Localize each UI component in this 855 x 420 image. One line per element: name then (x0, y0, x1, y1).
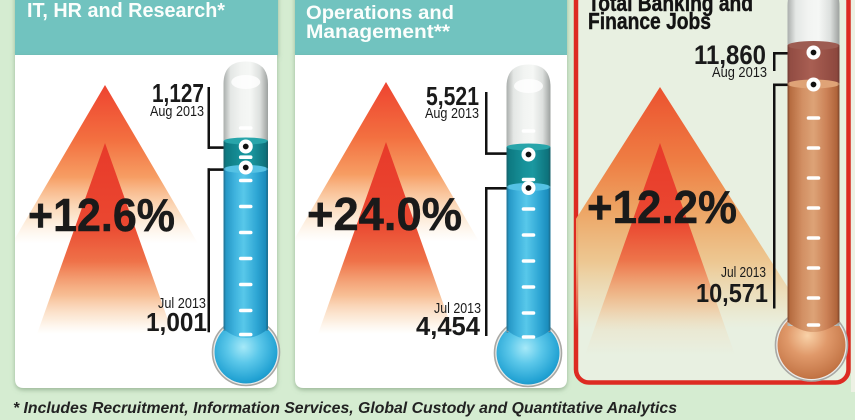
svg-text:1,127: 1,127 (152, 78, 204, 108)
svg-text:Management**: Management** (306, 21, 450, 43)
svg-text:Jul 2013: Jul 2013 (434, 300, 481, 317)
svg-text:* Includes Recruitment, Inform: * Includes Recruitment, Information Serv… (13, 400, 677, 417)
svg-text:+24.0%: +24.0% (307, 188, 462, 240)
svg-text:Operations and: Operations and (306, 2, 454, 24)
svg-text:Total Banking and: Total Banking and (588, 0, 753, 16)
svg-text:Jul 2013: Jul 2013 (721, 264, 766, 281)
svg-text:Aug 2013: Aug 2013 (150, 103, 204, 120)
svg-text:Finance Jobs: Finance Jobs (588, 8, 711, 34)
svg-text:5,521: 5,521 (426, 81, 479, 111)
svg-text:+12.6%: +12.6% (28, 189, 175, 241)
svg-text:10,571: 10,571 (696, 278, 768, 308)
svg-text:+12.2%: +12.2% (587, 181, 737, 233)
svg-text:IT, HR and Research*: IT, HR and Research* (27, 0, 225, 22)
svg-text:Aug 2013: Aug 2013 (712, 64, 767, 81)
svg-text:11,860: 11,860 (694, 40, 766, 70)
svg-text:1,001: 1,001 (146, 307, 207, 337)
svg-text:4,454: 4,454 (416, 311, 481, 341)
svg-text:Jul 2013: Jul 2013 (158, 295, 206, 312)
svg-text:Aug 2013: Aug 2013 (425, 105, 479, 122)
